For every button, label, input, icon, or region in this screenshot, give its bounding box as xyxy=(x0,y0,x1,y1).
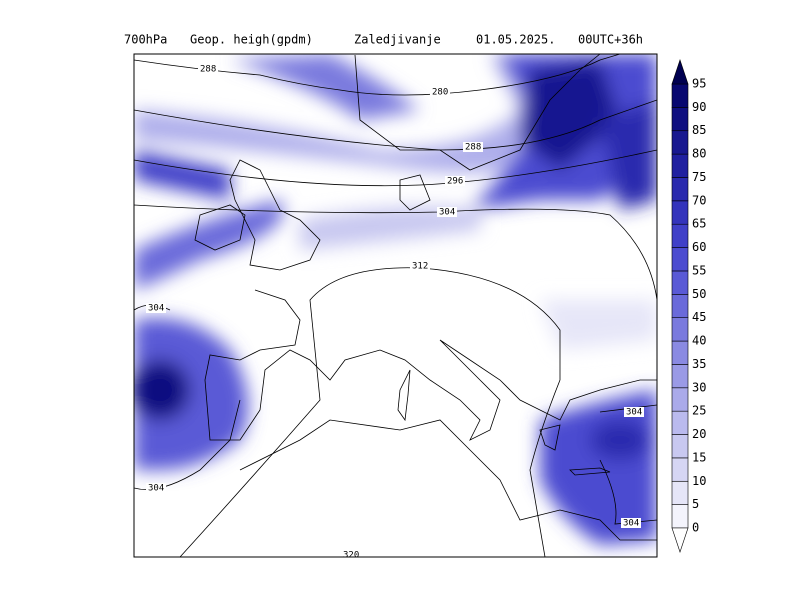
map-frame xyxy=(133,53,658,558)
colorbar-box xyxy=(671,200,689,225)
colorbar-label: 85 xyxy=(692,123,706,137)
contour-label: 288 xyxy=(465,143,481,153)
colorbar-arrow-top xyxy=(671,59,689,85)
colorbar-label: 70 xyxy=(692,193,706,207)
colorbar-label: 75 xyxy=(692,170,706,184)
title-run: 00UTC+36h xyxy=(578,33,643,47)
title-field: Geop. heigh(gpdm) xyxy=(190,33,313,47)
contour-label: 304 xyxy=(623,519,639,529)
colorbar-label: 65 xyxy=(692,217,706,231)
contour-label: 304 xyxy=(626,408,642,418)
colorbar-label: 60 xyxy=(692,240,706,254)
contour-labels: 288 280 288 296 304 312 304 304 304 304 … xyxy=(146,64,644,561)
colorbar-label: 5 xyxy=(692,497,699,511)
title-date: 01.05.2025. xyxy=(476,33,555,47)
contour-label: 320 xyxy=(343,551,359,561)
contour-label: 304 xyxy=(439,208,455,218)
colorbar-label: 20 xyxy=(692,427,706,441)
colorbar-label: 35 xyxy=(692,357,706,371)
colorbar-label: 50 xyxy=(692,287,706,301)
colorbar-label: 80 xyxy=(692,147,706,161)
contour-label: 304 xyxy=(148,484,164,494)
colorbar-box xyxy=(671,317,689,342)
colorbar-box xyxy=(671,410,689,435)
colorbar-box xyxy=(671,434,689,459)
map-area: 288 280 288 296 304 312 304 304 304 304 … xyxy=(134,54,657,561)
contour-label: 288 xyxy=(200,65,216,75)
colorbar-box xyxy=(671,457,689,482)
colorbar-label: 10 xyxy=(692,474,706,488)
colorbar-label: 55 xyxy=(692,263,706,277)
colorbar-box xyxy=(671,130,689,155)
title-level: 700hPa xyxy=(124,33,167,47)
contour-label: 312 xyxy=(412,262,428,272)
coastlines xyxy=(194,54,657,541)
colorbar-label: 15 xyxy=(692,450,706,464)
colorbar-label: 90 xyxy=(692,100,706,114)
colorbar-box xyxy=(671,480,689,505)
colorbar: 0 5 10 15 20 25 30 35 40 45 50 55 60 65 70 75 80 85 90 95 xyxy=(671,59,706,553)
colorbar-label: 45 xyxy=(692,310,706,324)
colorbar-label: 25 xyxy=(692,404,706,418)
colorbar-box xyxy=(671,504,689,529)
colorbar-box xyxy=(671,294,689,318)
colorbar-label: 40 xyxy=(692,334,706,348)
icing-field xyxy=(134,54,657,545)
contour-label: 304 xyxy=(148,304,164,314)
colorbar-box xyxy=(671,83,689,108)
colorbar-box xyxy=(671,270,689,295)
colorbar-box xyxy=(671,340,689,365)
colorbar-box xyxy=(671,364,689,389)
colorbar-arrow-bottom xyxy=(671,527,689,553)
colorbar-box xyxy=(671,223,689,248)
colorbar-box xyxy=(671,177,689,202)
colorbar-box xyxy=(671,107,689,132)
colorbar-box xyxy=(671,247,689,272)
colorbar-box xyxy=(671,387,689,412)
contour-label: 280 xyxy=(432,88,448,98)
title-parameter: Zaledjivanje xyxy=(354,33,441,47)
colorbar-box xyxy=(671,153,689,178)
contour-label: 296 xyxy=(447,177,463,187)
colorbar-label: 0 xyxy=(692,521,699,535)
colorbar-label: 95 xyxy=(692,77,706,91)
colorbar-label: 30 xyxy=(692,380,706,394)
